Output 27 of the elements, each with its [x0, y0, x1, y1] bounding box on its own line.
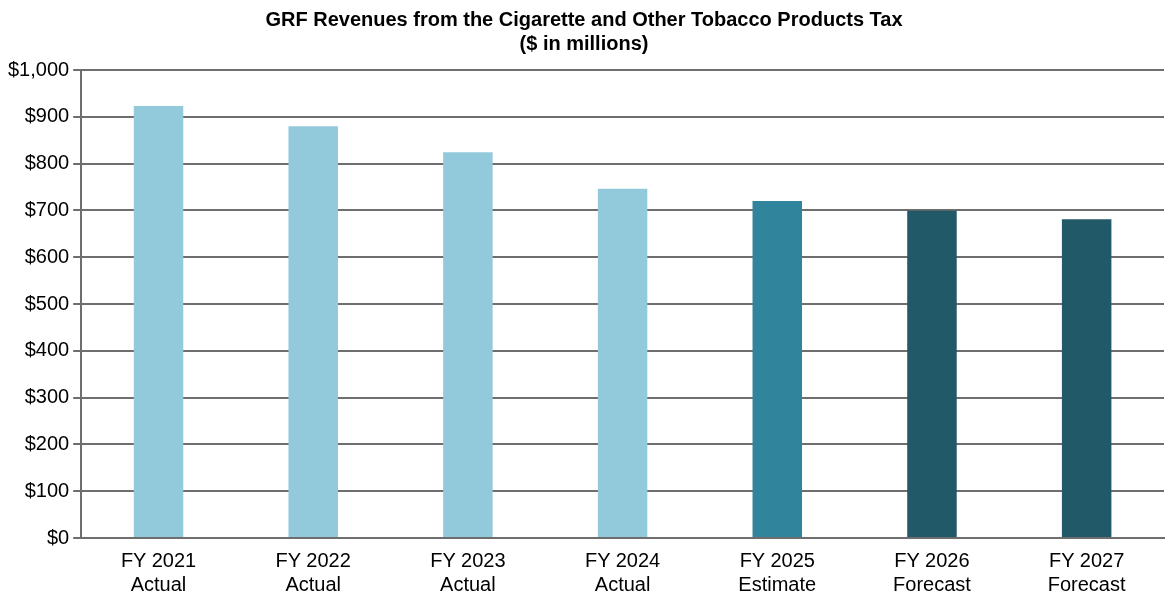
bar	[288, 126, 338, 537]
x-tick-label: FY 2021 Actual	[120, 548, 197, 595]
y-tick-label: $100	[24, 478, 70, 501]
chart-title: GRF Revenues from the Cigarette and Other Tobacco Products Tax	[265, 7, 903, 30]
x-tick-label: FY 2022 Actual	[275, 548, 351, 595]
x-tick-label: FY 2027 Forecast	[1047, 548, 1126, 595]
y-tick-label: $1,000	[8, 57, 70, 80]
y-tick-label: $300	[24, 385, 70, 408]
bar	[133, 106, 184, 537]
y-tick-label: $800	[24, 151, 70, 174]
x-tick-label: FY 2023 Actual	[430, 548, 506, 595]
x-tick-label: FY 2026 Forecast	[893, 548, 972, 595]
x-tick-label: FY 2024 Actual	[584, 548, 661, 595]
y-tick-label: $400	[24, 338, 70, 361]
y-tick-label: $700	[24, 197, 70, 220]
y-tick-label: $500	[24, 291, 70, 314]
y-tick-label: $200	[24, 431, 70, 454]
bar	[597, 188, 648, 537]
bar	[443, 152, 493, 537]
bar	[752, 201, 803, 537]
x-tick-label: FY 2025 Estimate	[738, 548, 817, 595]
y-tick-label: $600	[24, 244, 70, 267]
bar	[907, 210, 957, 537]
chart-subtitle: ($ in millions)	[519, 31, 649, 54]
bar	[1061, 219, 1112, 537]
y-tick-label: $0	[46, 525, 70, 548]
y-tick-label: $900	[24, 104, 70, 127]
